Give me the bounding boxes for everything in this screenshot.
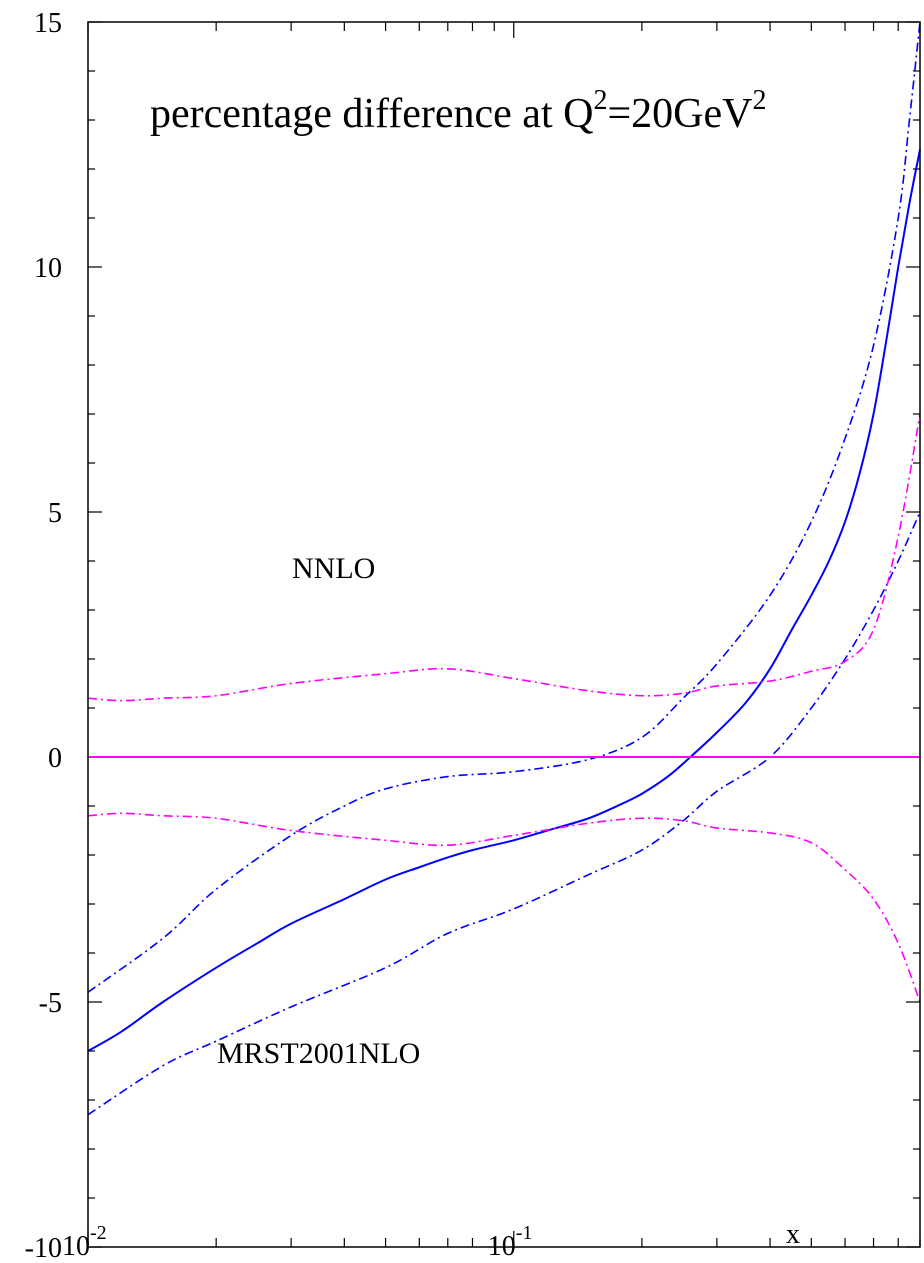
y-tick-label: 0 (48, 743, 62, 774)
axis-ticks (87, 21, 921, 1248)
annotation-mrst: MRST2001NLO (217, 1037, 420, 1070)
plot-frame (87, 21, 921, 1248)
y-tick-labels: 15 10 5 0 -5 -10 (25, 8, 62, 1263)
y-tick-label: -5 (39, 988, 62, 1019)
y-tick-label: -10 (25, 1233, 62, 1263)
series-line-4 (87, 413, 921, 702)
series-line-2 (87, 511, 921, 1116)
title-sup1: 2 (593, 85, 607, 116)
series-layer (87, 21, 921, 1116)
title-sup2: 2 (752, 85, 766, 116)
title-middle: =20GeV (607, 91, 752, 137)
series-line-0 (87, 149, 921, 1052)
series-line-5 (87, 812, 921, 1003)
y-tick-label: 5 (48, 498, 62, 529)
x-tick-label: 10-1 (488, 1222, 533, 1262)
series-line-1 (87, 21, 921, 993)
x-axis-label: x (786, 1219, 800, 1250)
annotation-nnlo: NNLO (292, 552, 375, 585)
y-tick-label: 15 (34, 8, 62, 39)
chart-title: percentage difference at Q2=20GeV2 (150, 85, 766, 137)
x-tick-labels: 10-2 10-1 (62, 1222, 532, 1262)
y-tick-label: 10 (34, 253, 62, 284)
title-prefix: percentage difference at Q (150, 91, 593, 137)
x-tick-label: 10-2 (62, 1222, 107, 1262)
